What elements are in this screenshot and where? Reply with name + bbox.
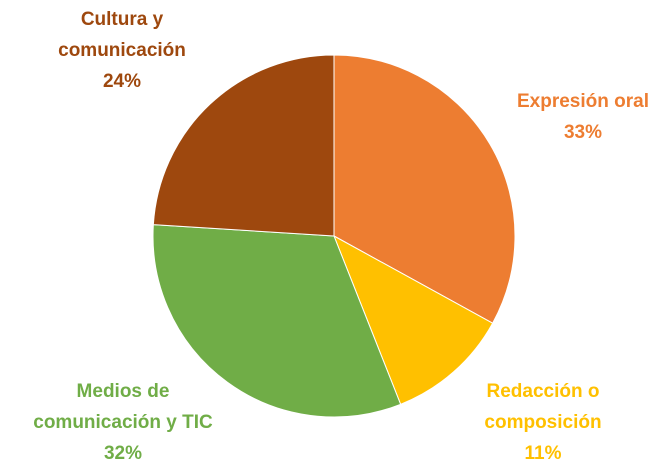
category-label: Medios de comunicación y TIC bbox=[33, 381, 213, 433]
value-label: 32% bbox=[103, 443, 143, 464]
category-label: Cultura y comunicación bbox=[58, 9, 186, 61]
value-label: 24% bbox=[102, 71, 142, 92]
pie-slice bbox=[333, 54, 516, 324]
category-label: Redacción o composición bbox=[484, 381, 602, 433]
slice-label: Medios de comunicación y TIC 32% bbox=[18, 376, 228, 469]
slice-label: Expresión oral 33% bbox=[498, 86, 661, 148]
pie-slice bbox=[152, 224, 402, 418]
slice-label: Cultura y comunicación 24% bbox=[47, 4, 197, 97]
value-label: 11% bbox=[524, 443, 562, 464]
pie-slice bbox=[333, 234, 494, 405]
category-label: Expresión oral bbox=[517, 91, 649, 112]
slice-label: Redacción o composición 11% bbox=[468, 376, 618, 469]
pie-slice bbox=[152, 54, 335, 237]
value-label: 33% bbox=[563, 122, 603, 143]
